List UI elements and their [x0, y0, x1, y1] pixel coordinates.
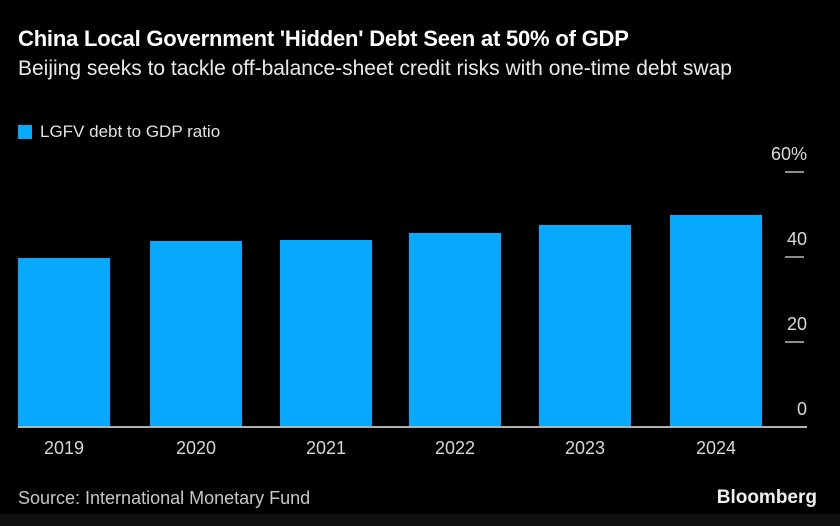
legend-swatch-icon [18, 125, 32, 139]
x-axis-baseline [18, 426, 807, 428]
y-axis-tick-label-60: 60% [770, 144, 807, 164]
y-axis-tick-mark-40 [785, 256, 804, 258]
bar-2019 [18, 257, 110, 427]
legend-label: LGFV debt to GDP ratio [40, 122, 221, 141]
chart-subtitle: Beijing seeks to tackle off-balance-shee… [18, 57, 732, 80]
legend: LGFV debt to GDP ratio [18, 122, 220, 142]
bar-2020 [150, 241, 242, 427]
bar-2024 [670, 214, 762, 427]
x-axis-label-2020: 2020 [175, 438, 217, 458]
y-axis-tick-mark-20 [785, 341, 804, 343]
y-axis-tick-label-0: 0 [796, 399, 807, 419]
x-axis-label-2019: 2019 [43, 438, 85, 458]
x-axis-label-2024: 2024 [695, 438, 737, 458]
y-axis-tick-label-40: 40 [786, 229, 807, 249]
bar-2021 [280, 240, 372, 427]
y-axis-tick-mark-60 [785, 171, 804, 173]
bar-2023 [539, 224, 631, 427]
bottom-strip [0, 514, 840, 526]
bloomberg-logo: Bloomberg [716, 487, 817, 508]
chart-title: China Local Government 'Hidden' Debt See… [18, 26, 629, 51]
source-credit: Source: International Monetary Fund [18, 488, 311, 508]
x-axis-label-2023: 2023 [564, 438, 606, 458]
x-axis-label-2022: 2022 [434, 438, 476, 458]
bar-2022 [409, 232, 501, 427]
y-axis-tick-label-20: 20 [786, 314, 807, 334]
x-axis-label-2021: 2021 [305, 438, 347, 458]
